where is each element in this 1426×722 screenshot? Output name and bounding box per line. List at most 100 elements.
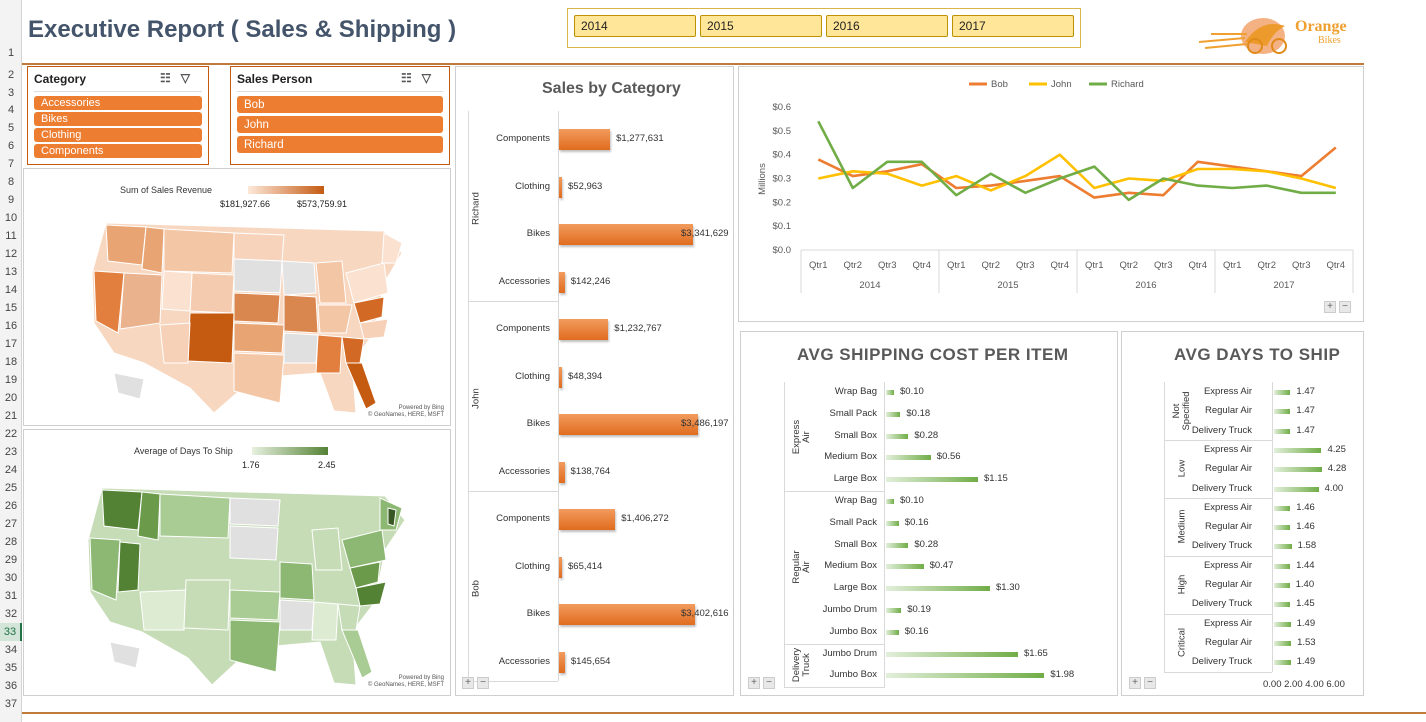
value-bar[interactable]	[886, 390, 894, 395]
value-bar[interactable]	[886, 564, 924, 570]
value-bar[interactable]	[886, 520, 899, 526]
row-number[interactable]: 12	[4, 248, 18, 260]
collapse-button[interactable]: −	[763, 677, 775, 689]
value-bar[interactable]	[1274, 505, 1291, 511]
year-button-2016[interactable]: 2016	[826, 15, 948, 37]
sales-bar[interactable]	[559, 414, 699, 435]
row-number[interactable]: 30	[4, 572, 18, 584]
row-number[interactable]: 31	[4, 590, 18, 602]
slicer-item-bob[interactable]: Bob	[237, 96, 443, 113]
row-number[interactable]: 29	[4, 554, 18, 566]
row-number[interactable]: 3	[7, 87, 15, 99]
value-bar[interactable]	[1274, 428, 1291, 434]
row-number[interactable]: 24	[4, 464, 18, 476]
row-number[interactable]: 33	[0, 623, 22, 641]
row-number[interactable]: 27	[4, 518, 18, 530]
row-number[interactable]: 32	[4, 608, 18, 620]
row-number[interactable]: 21	[4, 410, 18, 422]
value-bar[interactable]	[1274, 563, 1291, 569]
value-bar[interactable]	[886, 586, 990, 592]
row-number[interactable]: 25	[4, 482, 18, 494]
year-button-2017[interactable]: 2017	[952, 15, 1074, 37]
value-bar[interactable]	[886, 608, 902, 613]
row-number[interactable]: 17	[4, 338, 18, 350]
value-bar[interactable]	[886, 455, 931, 461]
slicer-item-clothing[interactable]: Clothing	[34, 128, 202, 142]
sales-bar[interactable]	[559, 651, 565, 673]
row-number[interactable]: 37	[4, 698, 18, 710]
value-bar[interactable]	[1274, 447, 1322, 453]
row-number[interactable]: 35	[4, 662, 18, 674]
value-bar[interactable]	[886, 477, 978, 483]
slicer-item-richard[interactable]: Richard	[237, 136, 443, 153]
sales-bar[interactable]	[559, 319, 609, 340]
row-number[interactable]: 9	[7, 194, 15, 206]
collapse-button[interactable]: −	[1144, 677, 1156, 689]
row-number[interactable]: 16	[4, 320, 18, 332]
value-bar[interactable]	[1274, 583, 1290, 588]
slicer-item-john[interactable]: John	[237, 116, 443, 133]
expand-button[interactable]: +	[748, 677, 760, 689]
sales-bar[interactable]	[559, 461, 565, 483]
us-map-days[interactable]	[80, 480, 410, 695]
value-bar[interactable]	[1274, 525, 1291, 531]
value-bar[interactable]	[886, 433, 909, 439]
row-number[interactable]: 20	[4, 392, 18, 404]
year-button-2014[interactable]: 2014	[574, 15, 696, 37]
row-number[interactable]: 19	[4, 374, 18, 386]
slicer-item-accessories[interactable]: Accessories	[34, 96, 202, 110]
row-number[interactable]: 6	[7, 140, 15, 152]
value-bar[interactable]	[1274, 467, 1322, 473]
sales-bar[interactable]	[559, 176, 562, 198]
value-bar[interactable]	[1274, 390, 1291, 395]
value-bar[interactable]	[886, 673, 1045, 679]
us-map-sales[interactable]	[84, 213, 404, 423]
sales-bar[interactable]	[559, 129, 611, 150]
multi-select-and-clear-filter-icons[interactable]: ☷▽	[401, 71, 441, 85]
row-number[interactable]: 8	[7, 176, 15, 188]
row-number[interactable]: 15	[4, 302, 18, 314]
row-number[interactable]: 2	[7, 69, 15, 81]
sales-bar[interactable]	[559, 556, 562, 578]
value-bar[interactable]	[886, 629, 899, 635]
row-number[interactable]: 11	[5, 230, 17, 242]
row-number[interactable]: 14	[4, 284, 18, 296]
value-bar[interactable]	[886, 651, 1018, 657]
expand-button[interactable]: +	[1324, 301, 1336, 313]
value-bar[interactable]	[1274, 409, 1291, 415]
value-bar[interactable]	[886, 542, 909, 548]
value-bar[interactable]	[1274, 486, 1319, 492]
row-number[interactable]: 36	[4, 680, 18, 692]
row-number[interactable]: 28	[4, 536, 18, 548]
value-bar[interactable]	[1274, 640, 1292, 646]
expand-button[interactable]: +	[1129, 677, 1141, 689]
row-number[interactable]: 26	[4, 500, 18, 512]
slicer-item-components[interactable]: Components	[34, 144, 202, 158]
value-bar[interactable]	[1274, 544, 1292, 550]
row-number[interactable]: 18	[4, 356, 18, 368]
slicer-item-bikes[interactable]: Bikes	[34, 112, 202, 126]
year-button-2015[interactable]: 2015	[700, 15, 822, 37]
row-number[interactable]: 7	[7, 158, 15, 170]
sales-bar[interactable]	[559, 604, 696, 625]
row-number[interactable]: 4	[7, 104, 15, 116]
expand-button[interactable]: +	[462, 677, 474, 689]
value-bar[interactable]	[886, 411, 901, 417]
row-number[interactable]: 22	[4, 428, 18, 440]
sales-bar[interactable]	[559, 509, 616, 530]
collapse-button[interactable]: −	[477, 677, 489, 689]
sales-bar[interactable]	[559, 224, 693, 245]
row-number[interactable]: 5	[7, 122, 15, 134]
sales-bar[interactable]	[559, 271, 565, 293]
value-bar[interactable]	[886, 499, 894, 504]
row-number[interactable]: 1	[7, 47, 15, 59]
row-number[interactable]: 10	[4, 212, 18, 224]
row-number[interactable]: 34	[4, 644, 18, 656]
collapse-button[interactable]: −	[1339, 301, 1351, 313]
value-bar[interactable]	[1274, 660, 1291, 666]
sales-bar[interactable]	[559, 366, 562, 388]
row-number[interactable]: 23	[4, 446, 18, 458]
multi-select-and-clear-filter-icons[interactable]: ☷▽	[160, 71, 200, 85]
value-bar[interactable]	[1274, 621, 1291, 627]
value-bar[interactable]	[1274, 602, 1291, 608]
